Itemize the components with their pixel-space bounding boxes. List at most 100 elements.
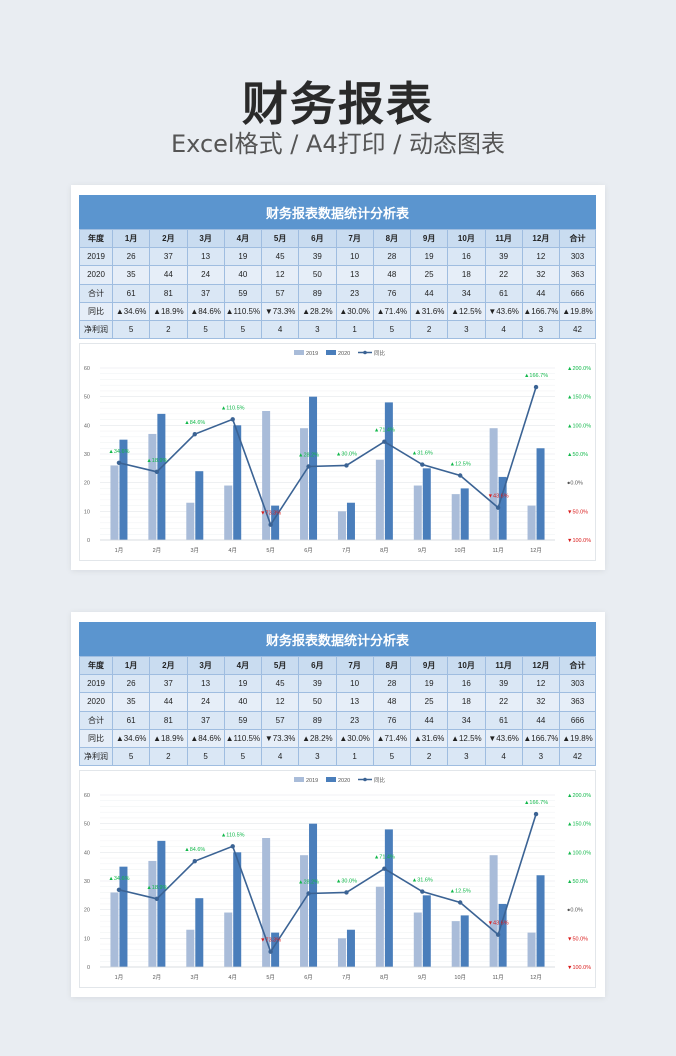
yoy-data-label: ▲84.6% — [184, 847, 205, 853]
bar-2019 — [262, 411, 271, 540]
y-tick-label: 50 — [84, 822, 90, 828]
yoy-data-label: ▲110.5% — [221, 832, 245, 838]
y2-tick-label: ▲150.0% — [567, 395, 591, 401]
column-header: 6月 — [298, 655, 337, 676]
chart-svg: 0 10 20 30 40 50 60 ▼100.0% ▼50.0% ●0.0% ▲50.0% ▲10… — [84, 349, 591, 554]
bar-2019 — [337, 938, 346, 967]
table-cell: 44 — [149, 692, 188, 712]
yoy-point — [495, 932, 501, 937]
column-header: 12月 — [521, 228, 561, 249]
column-header: 12月 — [521, 655, 561, 676]
table-row: 合计 61 81 37 59 57 89 23 76 44 34 61 44 666 — [79, 283, 596, 303]
column-header: 3月 — [186, 228, 225, 249]
legend-marker — [363, 350, 367, 355]
row-label: 净利润 — [79, 746, 113, 767]
yoy-data-label: ▲31.6% — [412, 878, 433, 884]
table-cell: 18 — [447, 265, 486, 285]
table-cell: 39 — [484, 247, 523, 267]
yoy-data-label: ▲31.6% — [412, 451, 433, 457]
table-cell: 37 — [186, 283, 225, 303]
table-cell: ▲31.6% — [409, 728, 449, 748]
table-cell: 89 — [298, 283, 337, 303]
table-header-row: 年度 1月 2月 3月 4月 5月 6月 7月 8月 9月 10月 11月 12月 合计 — [79, 655, 596, 676]
yoy-data-label: ▲12.5% — [450, 462, 471, 468]
table-cell: 57 — [260, 710, 300, 730]
table-cell: 34 — [447, 283, 486, 303]
x-tick-label: 8月 — [380, 547, 389, 554]
table-cell: 16 — [447, 247, 486, 267]
table-cell: ▲12.5% — [447, 301, 486, 321]
table-cell: 13 — [186, 247, 225, 267]
yoy-data-label: ▲30.0% — [336, 878, 357, 884]
table-cell: 19 — [409, 247, 449, 267]
table-cell: 19 — [223, 674, 263, 694]
x-tick-label: 12月 — [530, 974, 542, 981]
table-cell: ▲166.7% — [521, 301, 561, 321]
row-total: 363 — [559, 265, 596, 285]
table-cell: 2 — [409, 319, 449, 340]
row-label: 净利润 — [79, 319, 113, 340]
column-header: 10月 — [447, 228, 486, 249]
combo-chart: 0 10 20 30 40 50 60 ▼100.0% ▼50.0% ●0.0% ▲50.0% ▲10… — [79, 343, 596, 561]
y2-tick-label: ▲100.0% — [567, 850, 591, 856]
chart-legend: 2019 2020 同比 — [294, 349, 386, 357]
table-cell: ▲28.2% — [298, 728, 337, 748]
column-header: 11月 — [484, 655, 523, 676]
yoy-point — [344, 890, 349, 895]
bar-2019 — [451, 921, 460, 967]
yoy-point — [230, 844, 235, 849]
table-cell: ▲18.9% — [149, 728, 188, 748]
y2-tick-label: ▼100.0% — [567, 538, 591, 544]
table-cell: 23 — [335, 710, 374, 730]
yoy-point — [268, 522, 273, 527]
chart-svg: 0 10 20 30 40 50 60 ▼100.0% ▼50.0% ●0.0% ▲50.0% ▲10… — [84, 776, 591, 981]
column-header: 7月 — [335, 655, 374, 676]
table-cell: 5 — [186, 319, 225, 340]
bar-2020 — [384, 402, 393, 540]
yoy-point — [154, 896, 160, 902]
chart-legend: 2019 2020 同比 — [294, 776, 386, 784]
x-tick-label: 6月 — [304, 547, 313, 554]
y-tick-label: 30 — [84, 452, 90, 458]
yoy-data-label: ▲30.0% — [336, 451, 357, 457]
report-sheet-preview-1: 财务报表数据统计分析表 年度 1月 2月 3月 4月 5月 6月 7月 8月 9月 10月 11月 12… — [71, 185, 605, 570]
x-tick-label: 12月 — [530, 547, 542, 554]
y-tick-label: 60 — [84, 366, 90, 372]
column-header: 2月 — [149, 228, 188, 249]
sheet-title: 财务报表数据统计分析表 — [79, 195, 596, 229]
table-cell: 35 — [111, 265, 151, 285]
bar-2019 — [224, 912, 233, 967]
table-cell: ▼73.3% — [260, 301, 300, 321]
column-header: 6月 — [298, 228, 337, 249]
bar-2020 — [536, 448, 545, 540]
column-header: 5月 — [260, 228, 300, 249]
yoy-data-label: ▲18.9% — [146, 458, 167, 464]
table-row: 2020 35 44 24 40 12 50 13 48 25 18 22 32 363 — [79, 265, 596, 285]
table-cell: 89 — [298, 710, 337, 730]
table-cell: 25 — [409, 265, 449, 285]
table-cell: 19 — [409, 674, 449, 694]
y-tick-label: 30 — [84, 879, 90, 885]
data-table: 年度 1月 2月 3月 4月 5月 6月 7月 8月 9月 10月 11月 12月 合计 2019 26 37 1… — [79, 655, 596, 767]
table-cell: ▲31.6% — [409, 301, 449, 321]
table-row: 净利润 5 2 5 5 4 3 1 5 2 3 4 3 42 — [79, 319, 596, 340]
yoy-point — [382, 866, 387, 871]
table-cell: 22 — [484, 692, 523, 712]
table-cell: 12 — [260, 692, 300, 712]
table-cell: 12 — [521, 247, 561, 267]
y-tick-label: 40 — [84, 423, 90, 429]
y2-tick-label: ▼50.0% — [567, 936, 588, 942]
legend-label: 2020 — [338, 351, 350, 357]
table-cell: 45 — [260, 247, 300, 267]
bar-2019 — [375, 886, 384, 967]
table-row: 同比 ▲34.6% ▲18.9% ▲84.6% ▲110.5% ▼73.3% ▲28.2% ▲… — [79, 728, 596, 748]
table-cell: 81 — [149, 710, 188, 730]
table-cell: 39 — [298, 674, 337, 694]
table-cell: 4 — [260, 746, 300, 767]
bar-2020 — [498, 903, 507, 967]
table-cell: ▼43.6% — [484, 728, 523, 748]
table-cell: 18 — [447, 692, 486, 712]
column-header: 8月 — [372, 228, 412, 249]
yoy-data-label: ▲12.5% — [450, 889, 471, 895]
table-cell: 2 — [149, 319, 188, 340]
